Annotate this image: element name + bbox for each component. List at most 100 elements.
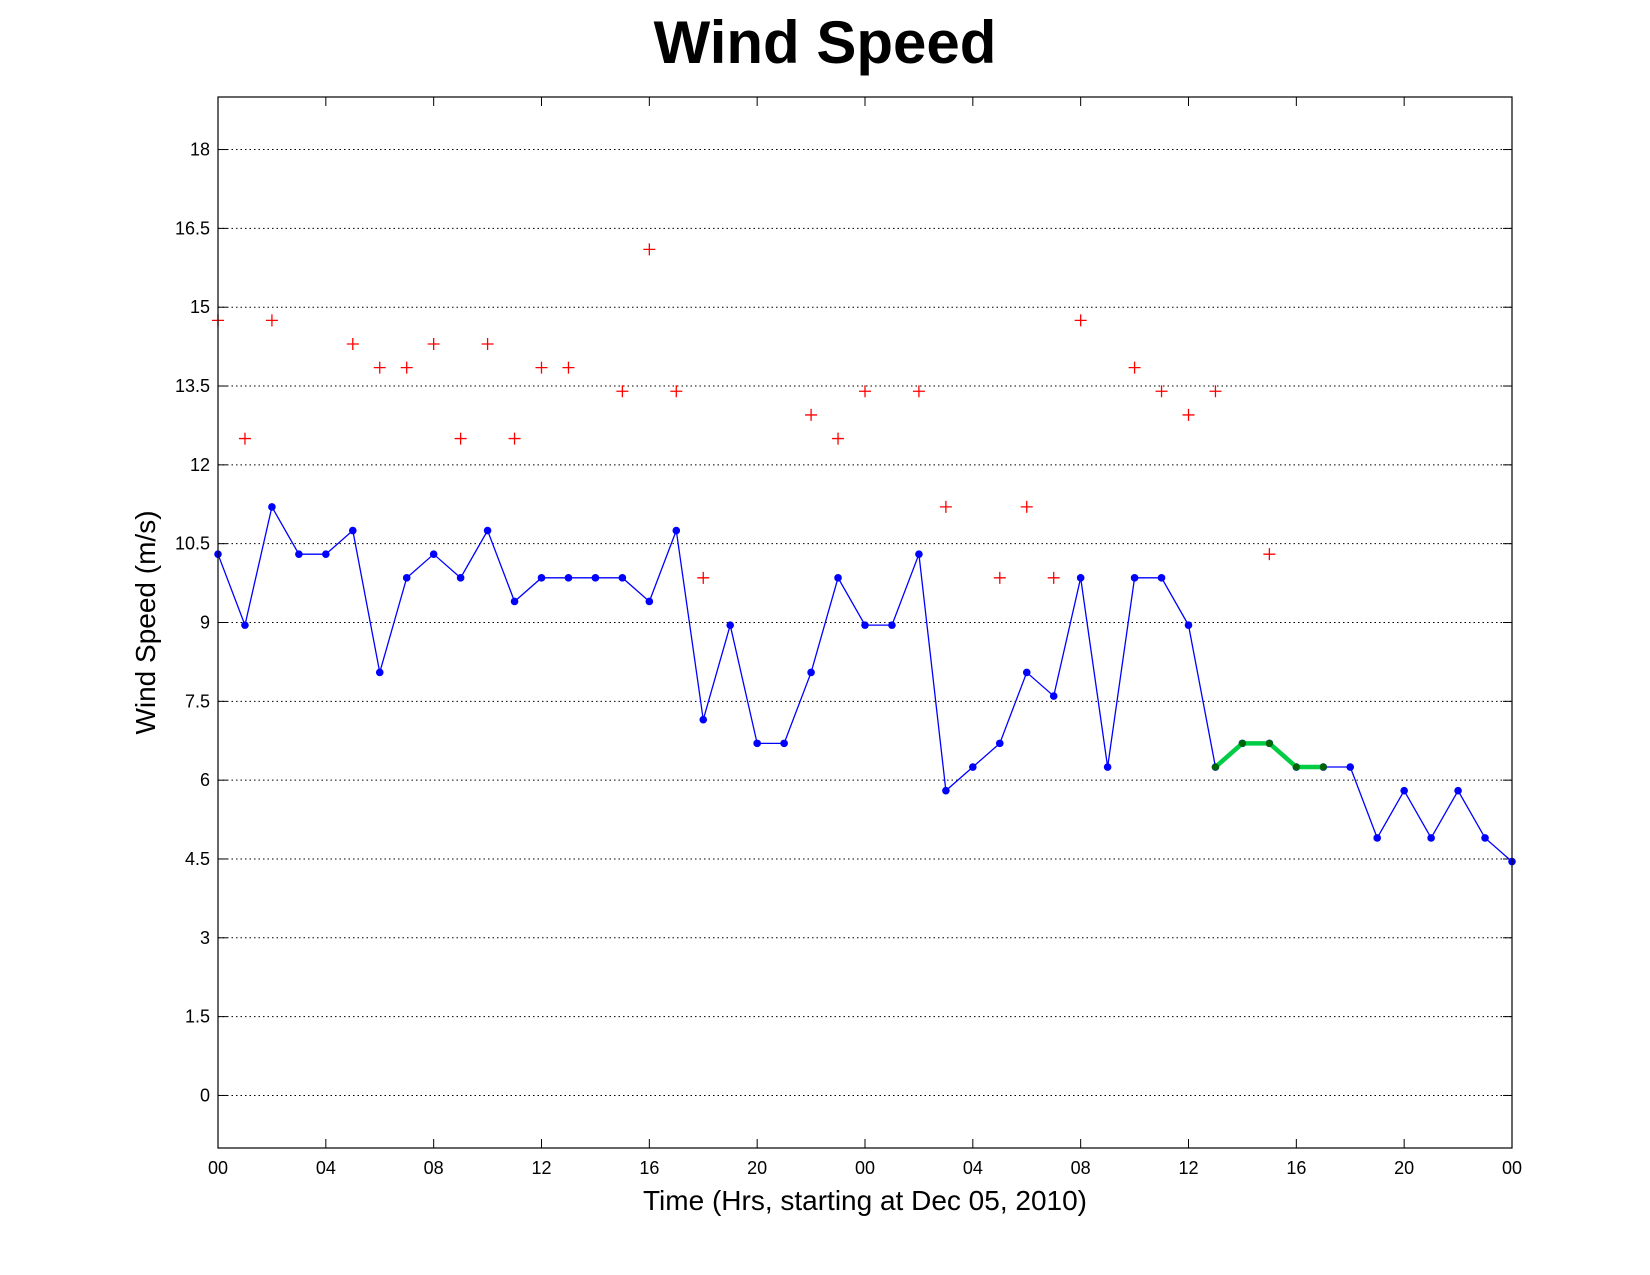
data-point (888, 621, 896, 629)
plus-marker (1074, 314, 1087, 327)
plus-marker (643, 243, 656, 256)
data-point (969, 763, 977, 771)
plus-marker (1155, 385, 1168, 398)
highlight-point (1265, 739, 1273, 747)
data-point (699, 715, 708, 724)
highlight-point (1211, 763, 1220, 771)
data-point (1157, 574, 1166, 582)
data-point (510, 597, 519, 606)
y-tick-label: 10.5 (175, 534, 210, 554)
series-0 (214, 503, 1516, 866)
data-point (375, 668, 384, 677)
chart-title: Wind Speed (653, 9, 997, 76)
data-point (1049, 692, 1058, 700)
x-axis-label: Time (Hrs, starting at Dec 05, 2010) (643, 1185, 1087, 1216)
data-point (1103, 763, 1112, 771)
y-tick-label: 4.5 (185, 849, 210, 869)
plus-marker (238, 432, 251, 445)
y-tick-label: 7.5 (185, 691, 210, 711)
data-point (942, 786, 950, 795)
plus-marker (454, 432, 467, 445)
data-point (537, 574, 546, 582)
plus-marker (265, 314, 278, 327)
plus-marker (346, 337, 359, 350)
data-point (915, 550, 923, 558)
plus-marker (832, 432, 845, 445)
plus-marker (562, 361, 575, 374)
plus-marker (1263, 548, 1276, 561)
plus-marker (373, 361, 386, 374)
x-tick-label: 16 (1286, 1158, 1306, 1178)
plus-marker (535, 361, 548, 374)
data-point (456, 574, 465, 582)
x-tick-label: 08 (424, 1158, 444, 1178)
data-point (429, 550, 438, 558)
plus-marker (427, 337, 440, 350)
data-point (483, 526, 492, 535)
y-axis-label: Wind Speed (m/s) (130, 510, 161, 734)
data-point (591, 574, 600, 582)
x-tick-label: 00 (855, 1158, 875, 1178)
series-1 (212, 243, 1276, 584)
data-point (1454, 786, 1462, 795)
data-point (1427, 834, 1435, 842)
data-point (834, 574, 842, 582)
y-tick-label: 18 (190, 140, 210, 160)
data-point (1346, 763, 1355, 771)
x-tick-label: 12 (531, 1158, 551, 1178)
data-point (295, 550, 303, 558)
plus-marker (993, 571, 1006, 584)
x-tick-label: 16 (639, 1158, 659, 1178)
plus-marker (616, 385, 629, 398)
plus-marker (1047, 571, 1060, 584)
y-tick-label: 9 (200, 613, 210, 633)
data-point (672, 526, 681, 535)
data-point (402, 574, 411, 582)
plus-marker (481, 337, 494, 350)
x-tick-label: 00 (1502, 1158, 1522, 1178)
plus-marker (912, 385, 925, 398)
data-point (241, 621, 249, 629)
plus-marker (1182, 408, 1195, 421)
data-point (753, 739, 761, 748)
data-point (1130, 574, 1139, 582)
plus-marker (859, 385, 871, 398)
y-tick-label: 13.5 (175, 376, 210, 396)
plot-frame (217, 96, 1513, 1149)
x-tick-label: 12 (1178, 1158, 1198, 1178)
data-point (1373, 834, 1382, 842)
y-tick-label: 16.5 (175, 218, 210, 238)
x-tick-label: 20 (1394, 1158, 1414, 1178)
plus-marker (1020, 500, 1033, 513)
data-point (1184, 621, 1193, 629)
data-point (1400, 786, 1408, 795)
highlight-point (1238, 739, 1247, 747)
data-series (212, 243, 1516, 866)
axis-ticks: 0 1.5 3 4.5 6 7.5 9 10.5 12 13.5 15 16.5 18 00 04 08 12 1… (175, 97, 1522, 1178)
series-line (217, 505, 1513, 863)
plus-marker (939, 500, 952, 513)
data-point (322, 550, 330, 558)
data-point (645, 597, 654, 606)
y-tick-label: 12 (190, 455, 210, 475)
highlight-point (1292, 763, 1300, 771)
x-tick-label: 00 (208, 1158, 228, 1178)
data-point (268, 503, 276, 511)
x-tick-label: 04 (963, 1158, 983, 1178)
data-point (995, 739, 1004, 748)
plus-marker (670, 385, 683, 398)
plus-marker (805, 408, 818, 421)
y-tick-label: 1.5 (185, 1007, 210, 1027)
plus-marker (1209, 385, 1222, 398)
data-point (348, 526, 357, 535)
plus-marker (697, 571, 710, 584)
x-tick-label: 08 (1071, 1158, 1091, 1178)
data-point (1022, 668, 1031, 677)
data-point (1481, 834, 1489, 842)
x-tick-label: 20 (747, 1158, 767, 1178)
data-point (726, 621, 735, 629)
plus-marker (400, 361, 413, 374)
y-tick-label: 0 (200, 1085, 210, 1105)
plus-marker (1128, 361, 1141, 374)
plus-marker (508, 432, 521, 445)
